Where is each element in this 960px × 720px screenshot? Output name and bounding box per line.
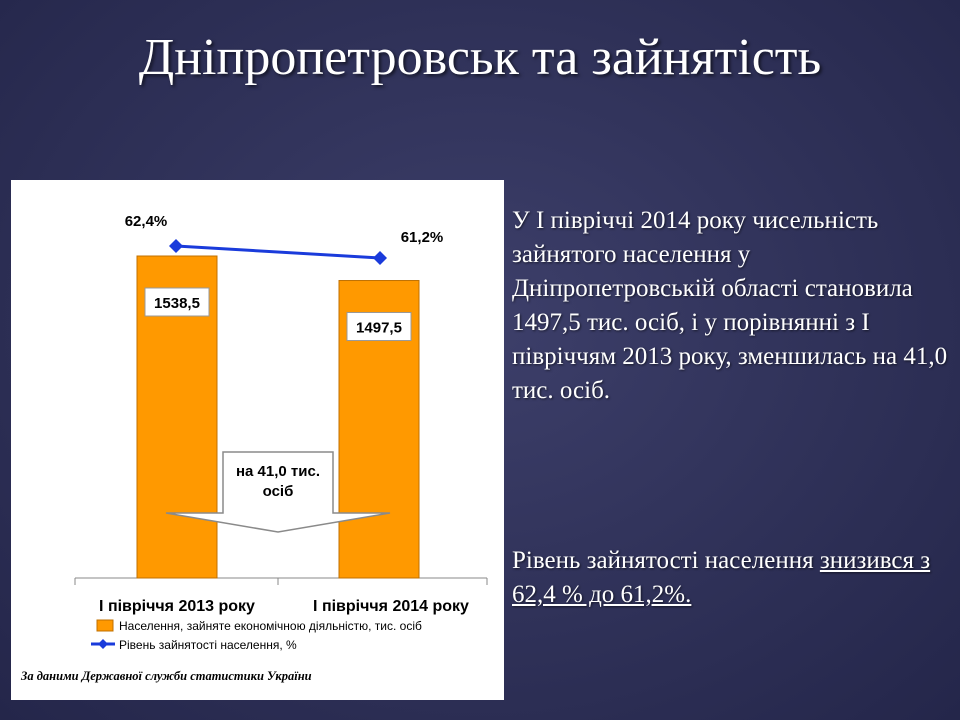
chart-svg: 1538,5 1497,5 62,4% 61,2% на 41,0 тис. осіб І …: [20, 213, 488, 683]
rate-point-1: [169, 239, 183, 253]
paragraph-rate: Рівень зайнятості населення знизився з 6…: [512, 544, 948, 612]
rate-label-2: 61,2%: [401, 229, 444, 246]
decrease-annotation-line2: осіб: [263, 483, 294, 500]
bar-value-label-2: 1497,5: [356, 320, 402, 337]
rate-line: [175, 244, 381, 260]
rate-label-1: 62,4%: [125, 213, 168, 230]
bar-value-label-1: 1538,5: [154, 295, 200, 312]
bar-value-box-1: [144, 287, 210, 317]
legend-label-bar: Населення, зайняте економічною діяльніст…: [119, 619, 422, 633]
paragraph-rate-lead: Рівень зайнятості населення: [512, 547, 820, 574]
paragraph-employment: У І півріччі 2014 року чисельність зайня…: [512, 207, 948, 404]
slide-title: Дніпропетровськ та зайнятість: [138, 29, 822, 86]
legend-marker-rate: [98, 639, 108, 649]
category-label-2: І півріччя 2014 року: [313, 598, 469, 615]
paragraph-rate-change: знизився з 62,4 % до 61,2%.: [512, 547, 931, 608]
bar-value-box-2: [346, 312, 412, 342]
legend-swatch-bar: [96, 619, 114, 632]
rate-point-2: [373, 251, 387, 265]
decrease-arrow: [165, 451, 391, 533]
legend-label-rate: Рівень зайнятості населення, %: [119, 638, 297, 652]
category-label-1: І півріччя 2013 року: [99, 598, 255, 615]
source-note: За даними Державної служби статистики Ук…: [20, 669, 312, 683]
decrease-annotation-line1: на 41,0 тис.: [236, 463, 320, 480]
chart-panel: 1538,5 1497,5 62,4% 61,2% на 41,0 тис. осіб І …: [11, 180, 504, 700]
